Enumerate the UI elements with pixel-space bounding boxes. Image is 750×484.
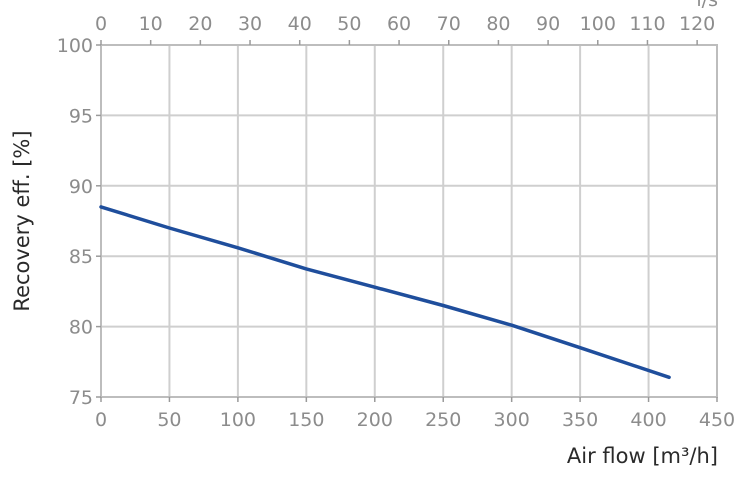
x-tick-label: 350 — [562, 409, 598, 431]
x-tick-label: 300 — [494, 409, 530, 431]
secondary-x-tick-label: 10 — [139, 13, 163, 35]
grid — [101, 45, 717, 397]
series — [99, 205, 671, 380]
secondary-x-tick-label: 60 — [387, 13, 411, 35]
secondary-x-tick-label: 40 — [288, 13, 312, 35]
secondary-x-tick-label: 120 — [679, 13, 715, 35]
secondary-x-tick-label: 80 — [486, 13, 510, 35]
x-tick-label: 50 — [157, 409, 181, 431]
secondary-x-tick-label: 90 — [536, 13, 560, 35]
series-line — [99, 205, 671, 380]
y-tick-label: 85 — [69, 246, 93, 268]
secondary-x-tick-label: 70 — [437, 13, 461, 35]
x-tick-label: 150 — [288, 409, 324, 431]
y-axis-ticks: 75 80 85 90 95 100 — [57, 35, 101, 409]
secondary-x-tick-label: 110 — [629, 13, 665, 35]
secondary-x-tick-label: 30 — [238, 13, 262, 35]
x-axis-title: Air flow [m³/h] — [567, 444, 718, 468]
y-tick-label: 90 — [69, 176, 93, 198]
x-axis-ticks: 0 50 100 150 200 250 300 350 400 450 — [95, 397, 735, 431]
y-axis-title: Recovery eff. [%] — [10, 130, 34, 311]
secondary-x-axis-ticks: 0 10 20 30 40 50 60 70 80 90 100 110 120 — [95, 13, 715, 45]
y-tick-label: 80 — [69, 317, 93, 339]
y-tick-label: 100 — [57, 35, 93, 57]
secondary-x-axis-title-fragment: l/s — [696, 0, 718, 11]
x-tick-label: 450 — [699, 409, 735, 431]
x-tick-label: 250 — [425, 409, 461, 431]
plot-frame — [100, 44, 718, 398]
x-tick-label: 100 — [220, 409, 256, 431]
x-tick-label: 400 — [630, 409, 666, 431]
secondary-x-tick-label: 50 — [337, 13, 361, 35]
secondary-x-tick-label: 20 — [188, 13, 212, 35]
secondary-x-tick-label: 0 — [95, 13, 107, 35]
secondary-x-tick-label: 100 — [580, 13, 616, 35]
x-tick-label: 0 — [95, 409, 107, 431]
x-tick-label: 200 — [357, 409, 393, 431]
y-tick-label: 95 — [69, 105, 93, 127]
y-tick-label: 75 — [69, 387, 93, 409]
